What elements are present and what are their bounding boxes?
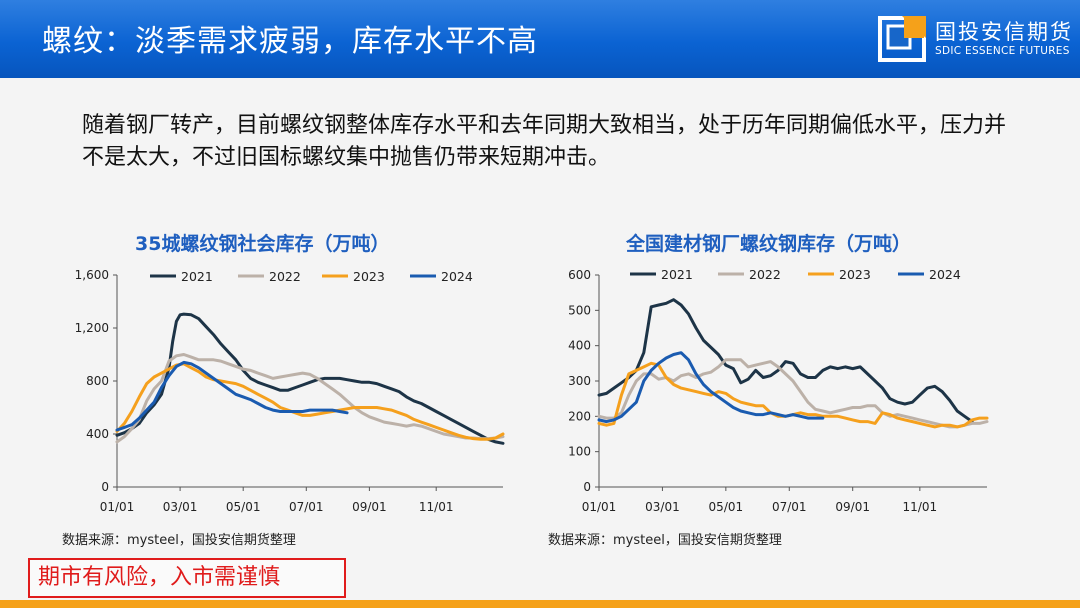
series-line-2021	[115, 312, 505, 445]
x-tick-label: 09/01	[835, 500, 870, 514]
y-tick-label: 200	[568, 409, 591, 423]
x-tick-label: 11/01	[419, 500, 454, 514]
series-line-2022	[115, 353, 505, 444]
x-tick-label: 07/01	[772, 500, 807, 514]
series-line-2022	[597, 358, 989, 429]
chart1-source: 数据来源：mysteel，国投安信期货整理	[62, 533, 296, 548]
legend-label-2023: 2023	[353, 269, 385, 284]
x-tick-label: 09/01	[352, 500, 387, 514]
y-tick-label: 400	[568, 339, 591, 353]
body-text: 随着钢厂转产，目前螺纹钢整体库存水平和去年同期大致相当，处于历年同期偏低水平，压…	[82, 113, 1007, 170]
page-title: 螺纹：淡季需求疲弱，库存水平不高	[42, 24, 538, 59]
legend-label-2024: 2024	[929, 267, 961, 282]
x-tick-label: 03/01	[645, 500, 680, 514]
y-tick-label: 100	[568, 445, 591, 459]
series-line-2021	[597, 298, 974, 424]
series-line-2023	[597, 361, 989, 429]
chart1-title: 35城螺纹钢社会库存（万吨）	[135, 233, 390, 255]
bottom-accent-bar	[0, 600, 1080, 608]
chart2-source: 数据来源：mysteel，国投安信期货整理	[548, 533, 782, 548]
x-tick-label: 03/01	[163, 500, 198, 514]
risk-notice: 期市有风险，入市需谨慎	[28, 558, 346, 598]
x-tick-label: 05/01	[226, 500, 261, 514]
y-tick-label: 1,200	[75, 321, 109, 335]
logo-icon	[878, 16, 926, 62]
y-tick-label: 500	[568, 303, 591, 317]
x-tick-label: 07/01	[289, 500, 324, 514]
y-tick-label: 300	[568, 374, 591, 388]
y-tick-label: 600	[568, 268, 591, 282]
x-tick-label: 01/01	[582, 500, 617, 514]
legend-label-2021: 2021	[181, 269, 213, 284]
y-tick-label: 800	[86, 374, 109, 388]
x-tick-label: 11/01	[903, 500, 938, 514]
y-tick-label: 0	[101, 480, 109, 494]
logo-text-cn: 国投安信期货	[935, 20, 1073, 44]
legend-label-2021: 2021	[661, 267, 693, 282]
chart2-title: 全国建材钢厂螺纹钢库存（万吨）	[626, 233, 912, 255]
legend-label-2022: 2022	[269, 269, 301, 284]
legend-label-2024: 2024	[441, 269, 473, 284]
legend-label-2023: 2023	[839, 267, 871, 282]
series-line-2024	[597, 351, 825, 424]
series-line-2024	[115, 360, 349, 432]
y-tick-label: 1,600	[75, 268, 109, 282]
y-tick-label: 0	[583, 480, 591, 494]
x-tick-label: 05/01	[709, 500, 744, 514]
legend-label-2022: 2022	[749, 267, 781, 282]
x-tick-label: 01/01	[100, 500, 135, 514]
logo-text-en: SDIC ESSENCE FUTURES	[935, 45, 1070, 57]
y-tick-label: 400	[86, 427, 109, 441]
